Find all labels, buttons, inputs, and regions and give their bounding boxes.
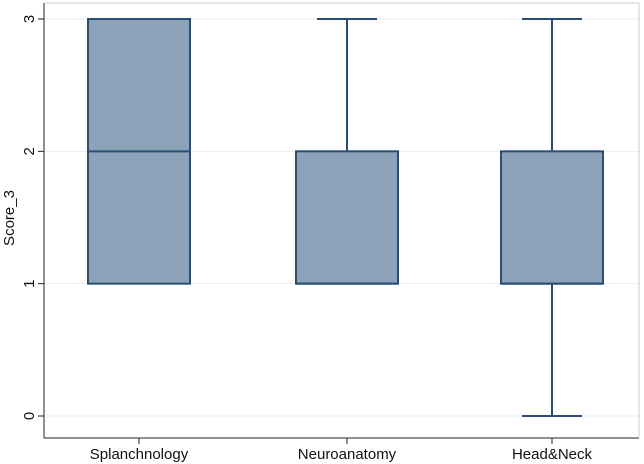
boxes [87, 18, 604, 417]
axes [43, 2, 640, 439]
y-tick-label: 1 [21, 279, 38, 287]
y-axis-title: Score_3 [1, 190, 18, 246]
box-iqr [295, 150, 399, 285]
y-tick-label: 2 [21, 147, 38, 155]
y-tick-label: 0 [21, 412, 38, 420]
box-iqr [500, 150, 604, 285]
x-tick-label: Head&Neck [512, 446, 593, 463]
y-tick-label: 3 [21, 15, 38, 23]
x-tick-label: Splanchnology [90, 446, 189, 463]
x-tick-label: Neuroanatomy [298, 446, 397, 463]
ticks: 0 1 2 3 Splanchnology Neuroanatomy Head&Neck [21, 15, 593, 463]
